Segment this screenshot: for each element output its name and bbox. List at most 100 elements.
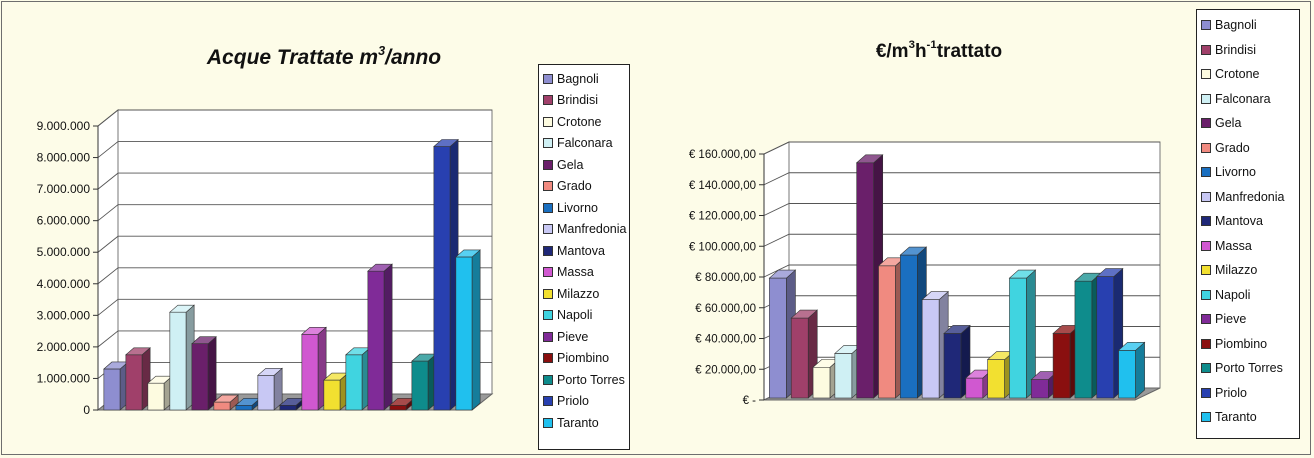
legend-label: Priolo (557, 394, 589, 409)
y-tick-label: 1.000.000 (37, 371, 91, 385)
legend1-item-massa: Massa (543, 262, 625, 284)
legend-label: Porto Torres (557, 372, 625, 387)
legend-swatch (1201, 69, 1211, 80)
gridline (97, 330, 492, 348)
bar-pieve (367, 263, 393, 411)
y-tick-label: 3.000.000 (37, 308, 91, 322)
legend2-item-falconara: Falconara (1201, 87, 1295, 112)
legend-costo-trattato: Bagnoli Brindisi Crotone Falconara Gela Grado… (1196, 9, 1300, 439)
legend-label: Grado (557, 179, 592, 194)
legend2-item-priolo: Priolo (1201, 381, 1295, 406)
legend1-item-piombino: Piombino (543, 348, 625, 370)
legend1-item-napoli: Napoli (543, 305, 625, 327)
gridline (97, 109, 492, 127)
y-tick-label: 4.000.000 (37, 277, 91, 291)
legend-label: Manfredonia (1215, 189, 1285, 204)
legend-label: Falconara (557, 136, 613, 151)
y-tick-label: € 120.000,00 (689, 211, 756, 223)
bar-gela (191, 336, 217, 411)
chart-costo-trattato: €/m3 h-1 trattato € 160.000,00 € 140.000,0… (689, 39, 1161, 407)
legend2-item-taranto: Taranto (1201, 405, 1295, 430)
legend-swatch (1201, 44, 1211, 55)
legend-swatch (1201, 363, 1211, 374)
legend-swatch (1201, 216, 1211, 227)
y-tick-label: € 40.000,00 (695, 334, 756, 346)
chart-acque-trattate: Acque Trattate m3 /anno 9.000.000 8.000.00… (37, 44, 494, 417)
chart-title: Acque Trattate m3 /anno (206, 44, 441, 69)
legend2-item-gela: Gela (1201, 111, 1295, 136)
legend-swatch (1201, 314, 1211, 325)
y-tick-label: 8.000.000 (37, 151, 91, 165)
legend2-item-manfredonia: Manfredonia (1201, 185, 1295, 210)
gridline (97, 235, 492, 253)
bar-crotone (147, 375, 173, 411)
bar-milazzo (323, 372, 349, 411)
legend1-item-taranto: Taranto (543, 412, 625, 434)
bar-gela (855, 154, 884, 399)
legend-label: Bagnoli (557, 71, 599, 86)
bar-falconara (169, 304, 195, 411)
y-tick-label: € 100.000,00 (689, 241, 756, 253)
legend-label: Massa (1215, 238, 1252, 253)
gridline (97, 298, 492, 316)
legend-swatch (1201, 118, 1211, 129)
gridline (97, 141, 492, 158)
legend-label: Pieve (1215, 312, 1247, 327)
legend1-item-pieve: Pieve (543, 326, 625, 348)
legend-swatch (1201, 142, 1211, 153)
legend2-item-milazzo: Milazzo (1201, 258, 1295, 283)
legend-label: Bagnoli (1215, 18, 1257, 33)
legend-label: Crotone (1215, 67, 1260, 82)
y-tick-label: € 140.000,00 (689, 180, 756, 192)
legend-label: Gela (557, 157, 584, 172)
legend1-item-grado: Grado (543, 176, 625, 198)
y-tick-label: € 160.000,00 (689, 149, 756, 161)
gridline (763, 172, 1160, 186)
legend-label: Priolo (1215, 385, 1247, 400)
legend-label: Brindisi (1215, 42, 1256, 57)
y-tick-label: 7.000.000 (37, 182, 91, 196)
bar-brindisi (125, 347, 151, 411)
legend2-item-bagnoli: Bagnoli (1201, 13, 1295, 38)
legend-swatch (1201, 167, 1211, 178)
legend1-item-gela: Gela (543, 154, 625, 176)
legend2-item-crotone: Crotone (1201, 62, 1295, 87)
legend2-item-pieve: Pieve (1201, 307, 1295, 332)
legend-swatch (1201, 240, 1211, 251)
y-tick-label: € 20.000,00 (695, 364, 756, 376)
legend1-item-mantova: Mantova (543, 240, 625, 262)
legend1-item-crotone: Crotone (543, 111, 625, 133)
legend-label: Piombino (557, 351, 610, 366)
legend-label: Massa (557, 265, 594, 280)
y-tick-label: 6.000.000 (37, 214, 91, 228)
legend-label: Gela (1215, 116, 1242, 131)
legend-swatch (543, 374, 553, 385)
legend-label: Taranto (557, 415, 599, 430)
legend1-item-falconara: Falconara (543, 133, 625, 155)
legend-swatch (1201, 20, 1211, 31)
legend-swatch (1201, 338, 1211, 349)
legend-swatch (1201, 265, 1211, 276)
gridline (763, 264, 1160, 278)
legend2-item-brindisi: Brindisi (1201, 38, 1295, 63)
legend2-item-porto-torres: Porto Torres (1201, 356, 1295, 381)
legend2-item-grado: Grado (1201, 136, 1295, 161)
legend-label: Napoli (557, 308, 593, 323)
legend-label: Grado (1215, 140, 1250, 155)
legend-label: Porto Torres (1215, 361, 1283, 376)
bar-taranto (1117, 341, 1146, 399)
legend-swatch (543, 396, 553, 407)
legend2-item-mantova: Mantova (1201, 209, 1295, 234)
legend-swatch (543, 181, 553, 192)
y-tick-label: € 60.000,00 (695, 303, 756, 315)
bar-napoli (1008, 269, 1037, 399)
legend-swatch (543, 245, 553, 256)
legend-label: Piombino (1215, 336, 1268, 351)
legend-swatch (543, 331, 553, 342)
bar-priolo (433, 138, 459, 411)
legend-acque-trattate: Bagnoli Brindisi Crotone Falconara Gela Grado… (538, 64, 630, 450)
legend1-item-milazzo: Milazzo (543, 283, 625, 305)
legend1-item-brindisi: Brindisi (543, 90, 625, 112)
y-tick-label: 2.000.000 (37, 340, 91, 354)
